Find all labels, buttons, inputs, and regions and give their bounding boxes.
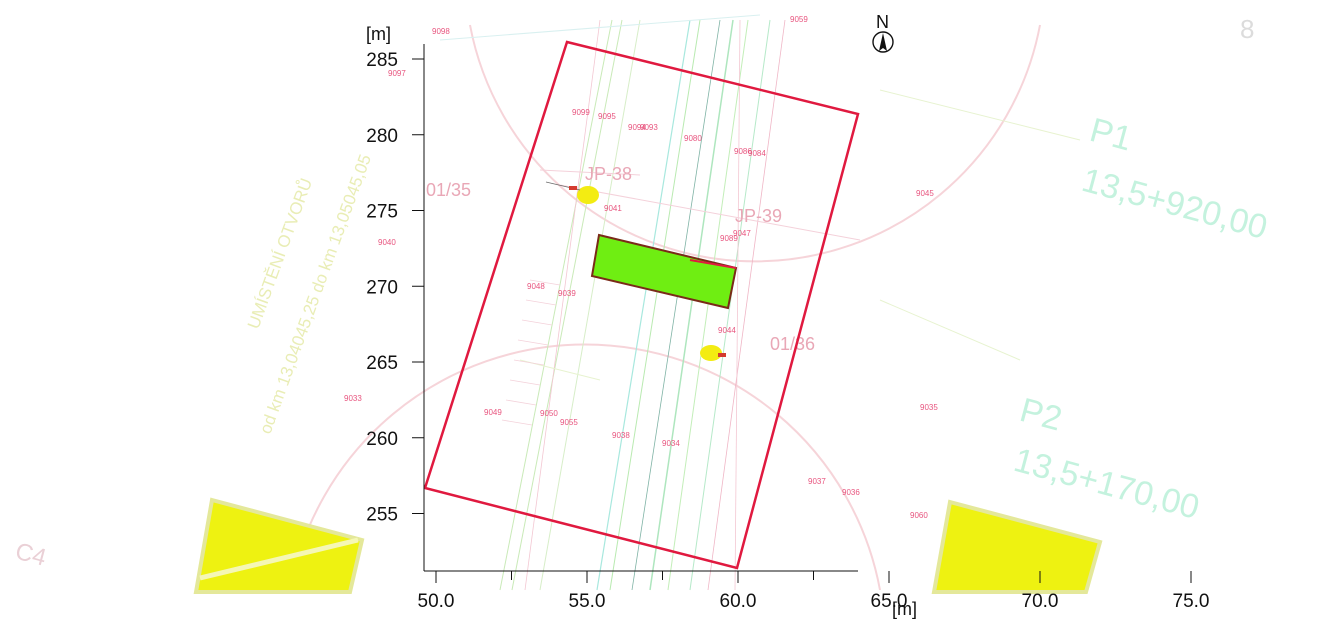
north-arrow: N [872,12,894,53]
structure-footprint [590,233,738,310]
survey-arc-bottom [289,343,881,591]
point-label: 9045 [916,189,934,198]
structure-edge-accent [689,259,737,269]
point-label: 9036 [842,488,860,497]
corridor-line [667,19,749,591]
cross-line [879,299,1021,361]
corner-digit-label: 8 [1240,14,1254,44]
point-label: 9039 [558,289,576,298]
corridor-line [524,19,601,591]
station-p1-km: 13,5+920,00 [1078,161,1271,247]
zone-label-right: 01/36 [770,334,815,354]
x-axis: 50.0 55.0 60.0 65.0 70.0 75.0 [418,570,1210,612]
borehole-label-2: JP-39 [735,206,782,226]
point-label: 9049 [484,408,502,417]
point-label: 9080 [684,134,702,143]
point-label: 9099 [572,108,590,117]
yellow-block-right [931,499,1103,594]
x-tick-label: 70.0 [1022,591,1059,612]
point-label: 9089 [720,234,738,243]
point-label: 9038 [612,431,630,440]
point-label: 9097 [388,69,406,78]
compass-icon [872,31,894,53]
hatching [501,279,561,426]
yellow-block-left [193,497,365,594]
y-axis-unit: [m] [366,24,391,44]
corridor-line [734,19,741,591]
borehole-label-1: JP-38 [585,164,632,184]
point-label: 9093 [640,123,658,132]
cross-line [439,14,761,41]
y-tick-label: 285 [366,50,398,71]
corridor-line [609,19,701,591]
survey-point-labels: 9098 9097 9099 9095 9094 9093 9080 9086 … [344,15,938,520]
x-tick-label: 75.0 [1173,591,1210,612]
point-label: 9037 [808,477,826,486]
cross-line [559,184,861,241]
point-label: 9095 [598,112,616,121]
point-label: 9034 [662,439,680,448]
point-label: 9059 [790,15,808,24]
background-survey-layer: UMÍSTĚNÍ OTVORŮ od km 13,04045,25 do km … [12,14,1271,591]
y-tick-label: 280 [366,126,398,147]
y-tick-label: 260 [366,429,398,450]
point-label: 9094 [628,123,646,132]
y-tick-label: 265 [366,353,398,374]
x-tick-label: 50.0 [418,591,455,612]
x-axis-unit: [m] [892,599,917,619]
point-label: 9047 [733,229,751,238]
y-tick-label: 255 [366,505,398,526]
x-tick-label: 60.0 [720,591,757,612]
point-label: 9044 [718,326,736,335]
borehole-marker-jp38 [545,181,599,204]
site-boundary [423,40,860,570]
point-label: 9086 [734,147,752,156]
y-axis: 285 280 275 270 265 260 255 [366,44,425,571]
corridor-line [707,19,786,591]
corridor-line [689,19,771,591]
corridor-line [631,19,721,591]
x-tick-label: 55.0 [569,591,606,612]
borehole-marker-jp39 [700,345,726,361]
y-tick-label: 275 [366,202,398,223]
corridor-line [649,19,734,591]
corridor-line [511,19,623,591]
point-label: 9098 [432,27,450,36]
cross-line [879,89,1081,141]
point-label: 9035 [920,403,938,412]
point-label: 9055 [560,418,578,427]
corridor-line [539,19,641,591]
zone-label-left: 01/35 [426,180,471,200]
station-p2-label: P2 [1016,391,1066,438]
point-label: 9084 [748,149,766,158]
point-label: 9033 [344,394,362,403]
survey-arc-top [469,24,1041,263]
point-label: 9060 [910,511,928,520]
point-label: 9050 [540,409,558,418]
station-p2-km: 13,5+170,00 [1010,441,1203,527]
y-tick-label: 270 [366,277,398,298]
corner-code-label: C4 [12,538,49,572]
station-p1-label: P1 [1086,111,1136,158]
cross-line [539,169,641,176]
corridor-line [596,19,691,591]
x-tick-label: 65.0 [871,591,908,612]
point-label: 9041 [604,204,622,213]
point-label: 9040 [378,238,396,247]
point-label: 9048 [527,282,545,291]
north-label: N [876,12,889,32]
